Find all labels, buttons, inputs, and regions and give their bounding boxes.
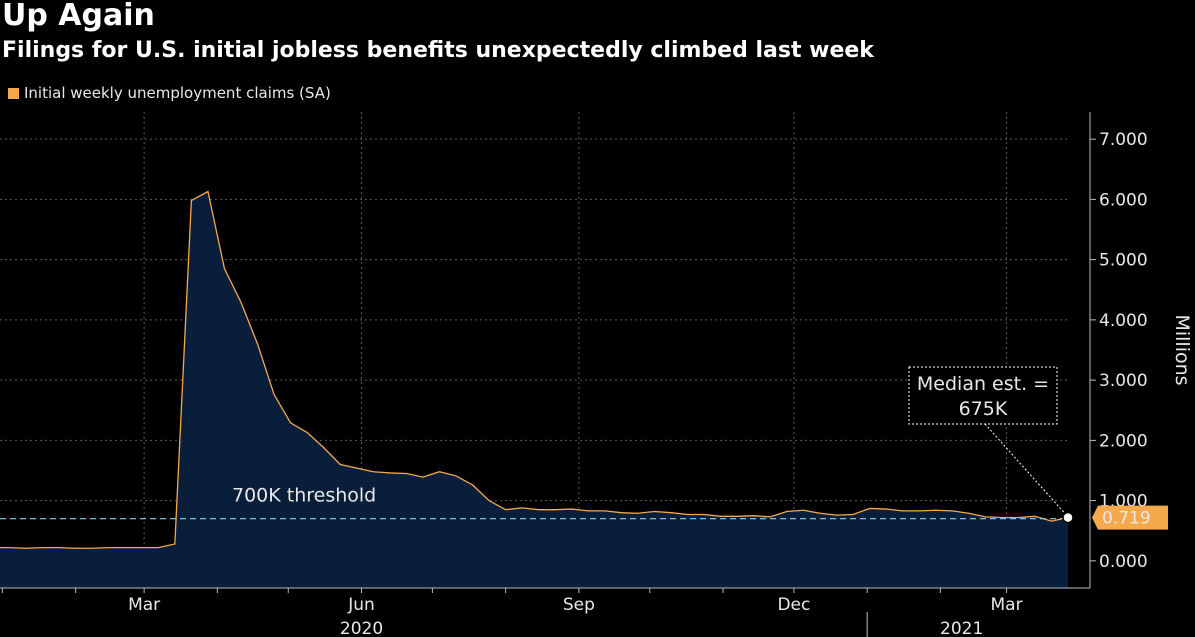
legend-swatch [8, 87, 19, 99]
y-tick-label: 6.000 [1099, 190, 1148, 210]
claims-line [0, 190, 1069, 549]
x-tick-label: Mar [991, 595, 1023, 615]
x-tick-label: Mar [128, 595, 160, 615]
legend-label: Initial weekly unemployment claims (SA) [24, 84, 331, 102]
annotation-line-2: 675K [959, 398, 1008, 420]
annotation-line-1: Median est. = [917, 373, 1049, 395]
x-tick-label: Dec [777, 595, 810, 615]
last-point-marker [1062, 511, 1074, 524]
last-value-label: 0.719 [1102, 509, 1151, 529]
threshold-label: 700K threshold [232, 485, 376, 507]
median-estimate-annotation: Median est. = 675K [908, 366, 1066, 514]
chart-subtitle: Filings for U.S. initial jobless benefit… [2, 38, 874, 63]
legend: Initial weekly unemployment claims (SA) [8, 84, 331, 102]
year-label: 2021 [940, 619, 983, 637]
y-tick-label: 4.000 [1099, 311, 1148, 331]
y-tick-label: 0.000 [1099, 552, 1148, 572]
y-tick-label: 5.000 [1099, 251, 1148, 271]
year-label: 2020 [340, 619, 383, 637]
y-tick-label: 7.000 [1099, 130, 1148, 150]
x-tick-label: Sep [563, 595, 595, 615]
y-tick-label: 2.000 [1099, 431, 1148, 451]
y-axis-title: Millions [1171, 314, 1193, 385]
last-value-callout: 0.719 [1092, 505, 1168, 530]
claims-area [0, 191, 1068, 588]
chart-title: Up Again [2, 0, 155, 33]
y-tick-label: 3.000 [1099, 371, 1148, 391]
x-tick-label: Jun [347, 595, 375, 615]
